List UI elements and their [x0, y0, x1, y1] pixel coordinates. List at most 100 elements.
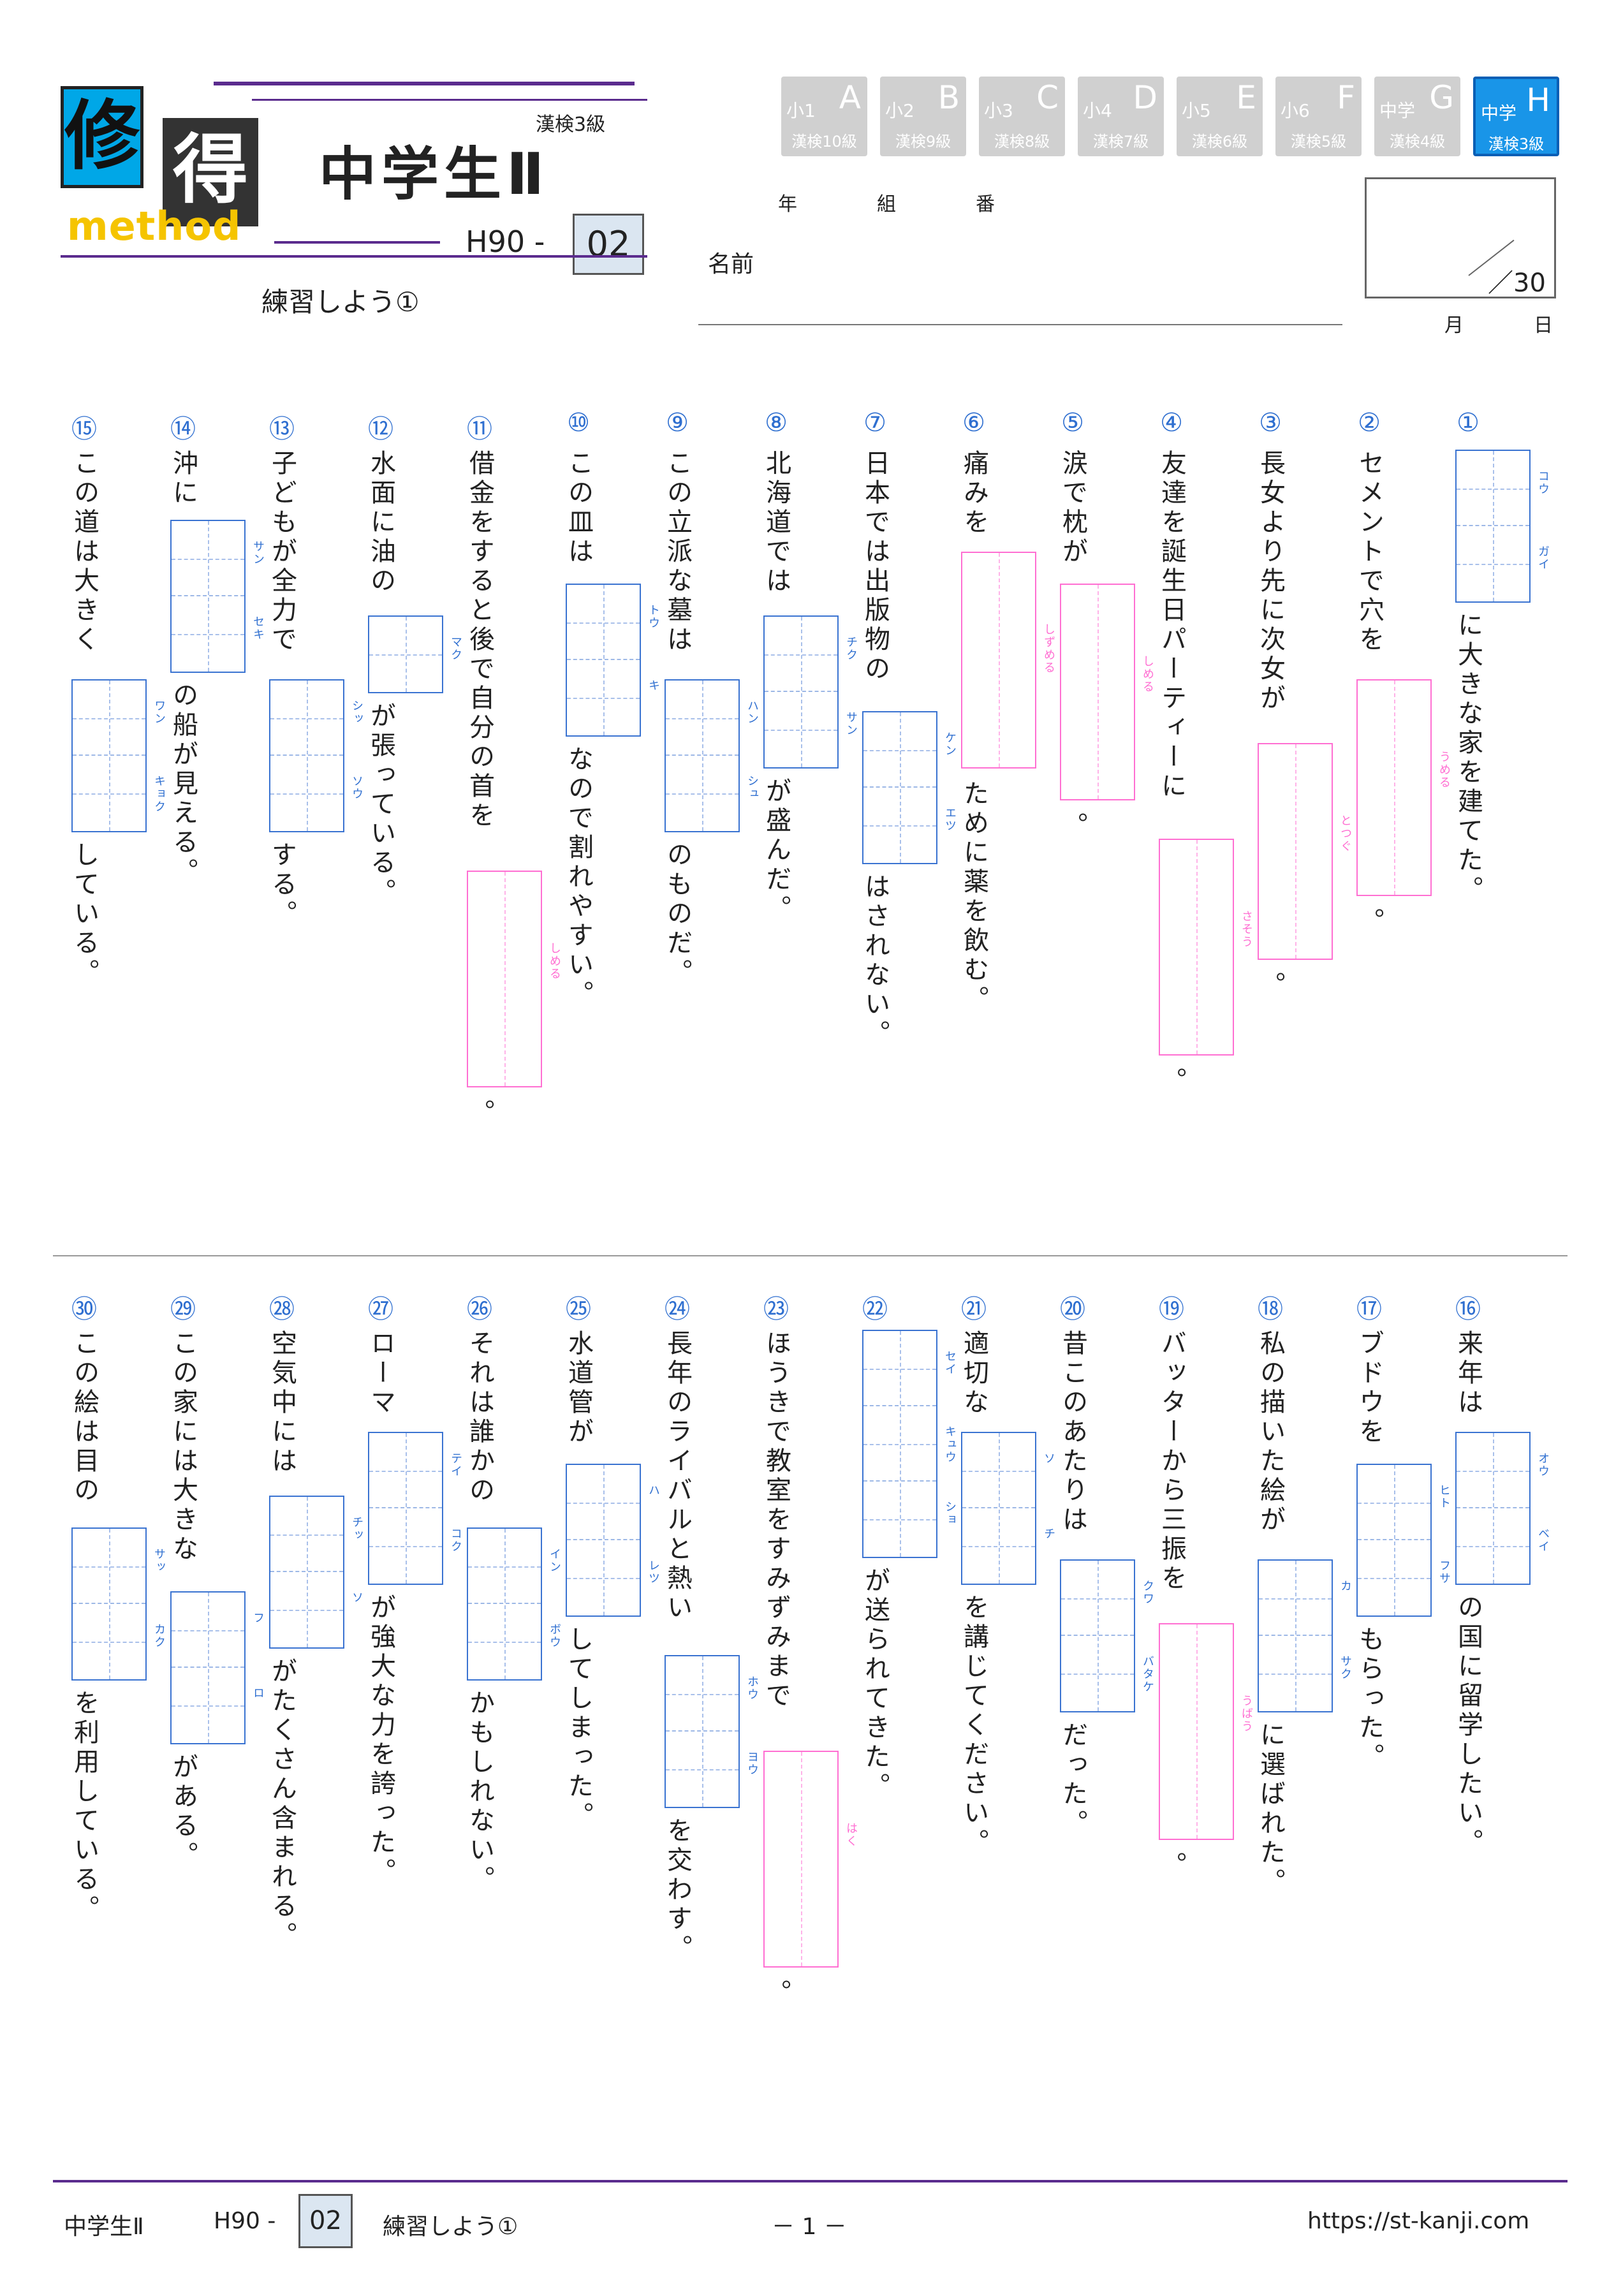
- question-text: がたくさん含まれる。: [267, 1658, 297, 1951]
- answer-box-hiragana[interactable]: はく: [763, 1751, 858, 1968]
- year-label: 年: [778, 193, 797, 216]
- answer-box-kanji[interactable]: カサク: [1258, 1559, 1352, 1712]
- answer-box-kanji[interactable]: セイ キュウ ショ: [862, 1330, 957, 1558]
- answer-box-kanji[interactable]: ヒト フサ: [1356, 1464, 1451, 1617]
- kanji-cell: エツ: [863, 788, 957, 863]
- question-text: 。: [1355, 908, 1384, 937]
- name-label: 名前: [708, 251, 754, 277]
- question-text: この家には大きな: [168, 1330, 198, 1564]
- answer-box-kanji[interactable]: フロ: [170, 1591, 265, 1744]
- kanji-cell: ソ: [962, 1433, 1055, 1508]
- grade-pill-5[interactable]: 小5 E 漢検6級: [1177, 77, 1263, 156]
- answer-box-kanji[interactable]: コウ ガイ: [1455, 450, 1550, 603]
- question-text: 。: [761, 1979, 791, 2008]
- grade-pill-8[interactable]: 中学 H 漢検3級: [1473, 77, 1559, 156]
- question-number: ①: [1457, 408, 1480, 438]
- kanji-cell: セイ: [863, 1331, 957, 1406]
- answer-box-hiragana[interactable]: とつぐ: [1258, 743, 1352, 960]
- answer-box-kanji[interactable]: イン ボウ: [467, 1527, 561, 1681]
- question-text: なので割れやすい。: [564, 746, 593, 1010]
- answer-box-kanji[interactable]: テイ コク: [368, 1432, 462, 1585]
- question-text: ほうきで教室をすみずみまで: [761, 1330, 791, 1711]
- reading-hint: カ: [1339, 1580, 1352, 1593]
- box-guide-line: [270, 1534, 343, 1536]
- box-guide-line: [567, 698, 640, 699]
- reading-hint: マク: [449, 636, 462, 661]
- answer-box-kanji[interactable]: クワ バタケ: [1060, 1559, 1154, 1712]
- answer-box-kanji[interactable]: シッ ソウ: [269, 679, 364, 832]
- reading-hint: ヒト: [1437, 1484, 1451, 1510]
- box-guide-line: [702, 681, 703, 831]
- box-guide-line: [369, 1546, 442, 1547]
- kanji-cell: ロ: [172, 1668, 265, 1743]
- score-total: ／30: [1488, 269, 1546, 298]
- grade-pill-7[interactable]: 中学 G 漢検4級: [1374, 77, 1460, 156]
- answer-box-hiragana[interactable]: うばう: [1159, 1623, 1253, 1840]
- answer-box-hiragana[interactable]: さそう: [1159, 839, 1253, 1056]
- question-number: ⑧: [765, 408, 788, 438]
- level-label: 漢検3級: [536, 114, 606, 136]
- answer-box-kanji[interactable]: チク サン: [763, 615, 858, 769]
- question-number: ③: [1259, 408, 1282, 438]
- box-guide-line: [1061, 1598, 1134, 1600]
- box-guide-line: [1394, 681, 1395, 895]
- question-text: の船が見える。: [168, 682, 198, 887]
- reading-hint: サッ: [152, 1548, 166, 1573]
- grade-pill-1-letter: A: [839, 79, 861, 116]
- question-text: が盛んだ。: [761, 777, 791, 924]
- answer-box-hiragana[interactable]: しめる: [467, 871, 561, 1087]
- question-text: 北海道では: [761, 450, 791, 596]
- box-guide-line: [1394, 1465, 1395, 1615]
- kanji-cell: カク: [73, 1604, 166, 1679]
- question-number: ⑱: [1258, 1295, 1283, 1324]
- answer-box-kanji[interactable]: チッソ: [269, 1496, 364, 1649]
- box-guide-line: [270, 718, 343, 719]
- answer-box-kanji[interactable]: マク: [368, 615, 462, 693]
- box-guide-line: [900, 712, 901, 863]
- reading-hint: セイ: [943, 1350, 957, 1376]
- box-guide-line: [603, 585, 605, 735]
- grade-pill-3-grade: 小3: [984, 100, 1013, 121]
- answer-box-hiragana[interactable]: しめる: [1060, 584, 1154, 800]
- reading-hint: イン: [548, 1548, 561, 1573]
- answer-box-hiragana[interactable]: うめる: [1356, 679, 1451, 896]
- question-text: を交わす。: [663, 1817, 692, 1964]
- answer-box-kanji[interactable]: ホウ ヨウ: [665, 1655, 759, 1808]
- reading-hint: オウ: [1536, 1452, 1550, 1478]
- reading-hint: ガイ: [1536, 545, 1550, 571]
- answer-box-kanji[interactable]: サン セキ: [170, 520, 265, 673]
- question-text: 空気中には: [267, 1330, 297, 1476]
- kanji-cell: セキ: [172, 596, 265, 672]
- answer-box-kanji[interactable]: トウキ: [566, 584, 660, 737]
- kanji-cell: ベイ: [1457, 1508, 1550, 1584]
- answer-box-kanji[interactable]: オウベイ: [1455, 1432, 1550, 1585]
- reading-hint: シュ: [745, 775, 759, 800]
- box-guide-line: [208, 1593, 209, 1743]
- grade-pill-5-letter: E: [1236, 79, 1256, 116]
- grade-pill-1[interactable]: 小1 A 漢検10級: [781, 77, 867, 156]
- logo-subtext: method: [67, 203, 242, 249]
- grade-pill-6[interactable]: 小6 F 漢検5級: [1275, 77, 1362, 156]
- kanji-cell: ソ: [270, 1572, 364, 1647]
- footer-code-number: 02: [309, 2206, 342, 2235]
- grade-pill-2[interactable]: 小2 B 漢検9級: [880, 77, 966, 156]
- box-guide-line: [666, 1694, 738, 1695]
- question-text: が張っている。: [366, 702, 395, 908]
- answer-box-kanji[interactable]: ハレツ: [566, 1464, 660, 1617]
- grade-pill-4[interactable]: 小4 D 漢検7級: [1078, 77, 1164, 156]
- footer-url[interactable]: https://st-kanji.com: [1307, 2208, 1530, 2234]
- answer-box-kanji[interactable]: ソチ: [961, 1432, 1055, 1585]
- box-guide-line: [1196, 1624, 1198, 1839]
- answer-box-kanji[interactable]: ケン エツ: [862, 711, 957, 864]
- answer-box-kanji[interactable]: ワン キョク: [71, 679, 166, 832]
- grade-pill-3[interactable]: 小3 C 漢検8級: [979, 77, 1065, 156]
- question-text: 来年は: [1453, 1330, 1483, 1418]
- question-text: 。: [465, 1099, 494, 1128]
- answer-box-hiragana[interactable]: しずめる: [961, 552, 1055, 769]
- question-number: ㉑: [961, 1295, 987, 1324]
- question-text: ブドウを: [1355, 1330, 1384, 1447]
- answer-box-kanji[interactable]: サッカク: [71, 1527, 166, 1681]
- reading-hint: クワ: [1141, 1580, 1154, 1605]
- answer-box-kanji[interactable]: ハン シュ: [665, 679, 759, 832]
- box-guide-line: [307, 681, 308, 831]
